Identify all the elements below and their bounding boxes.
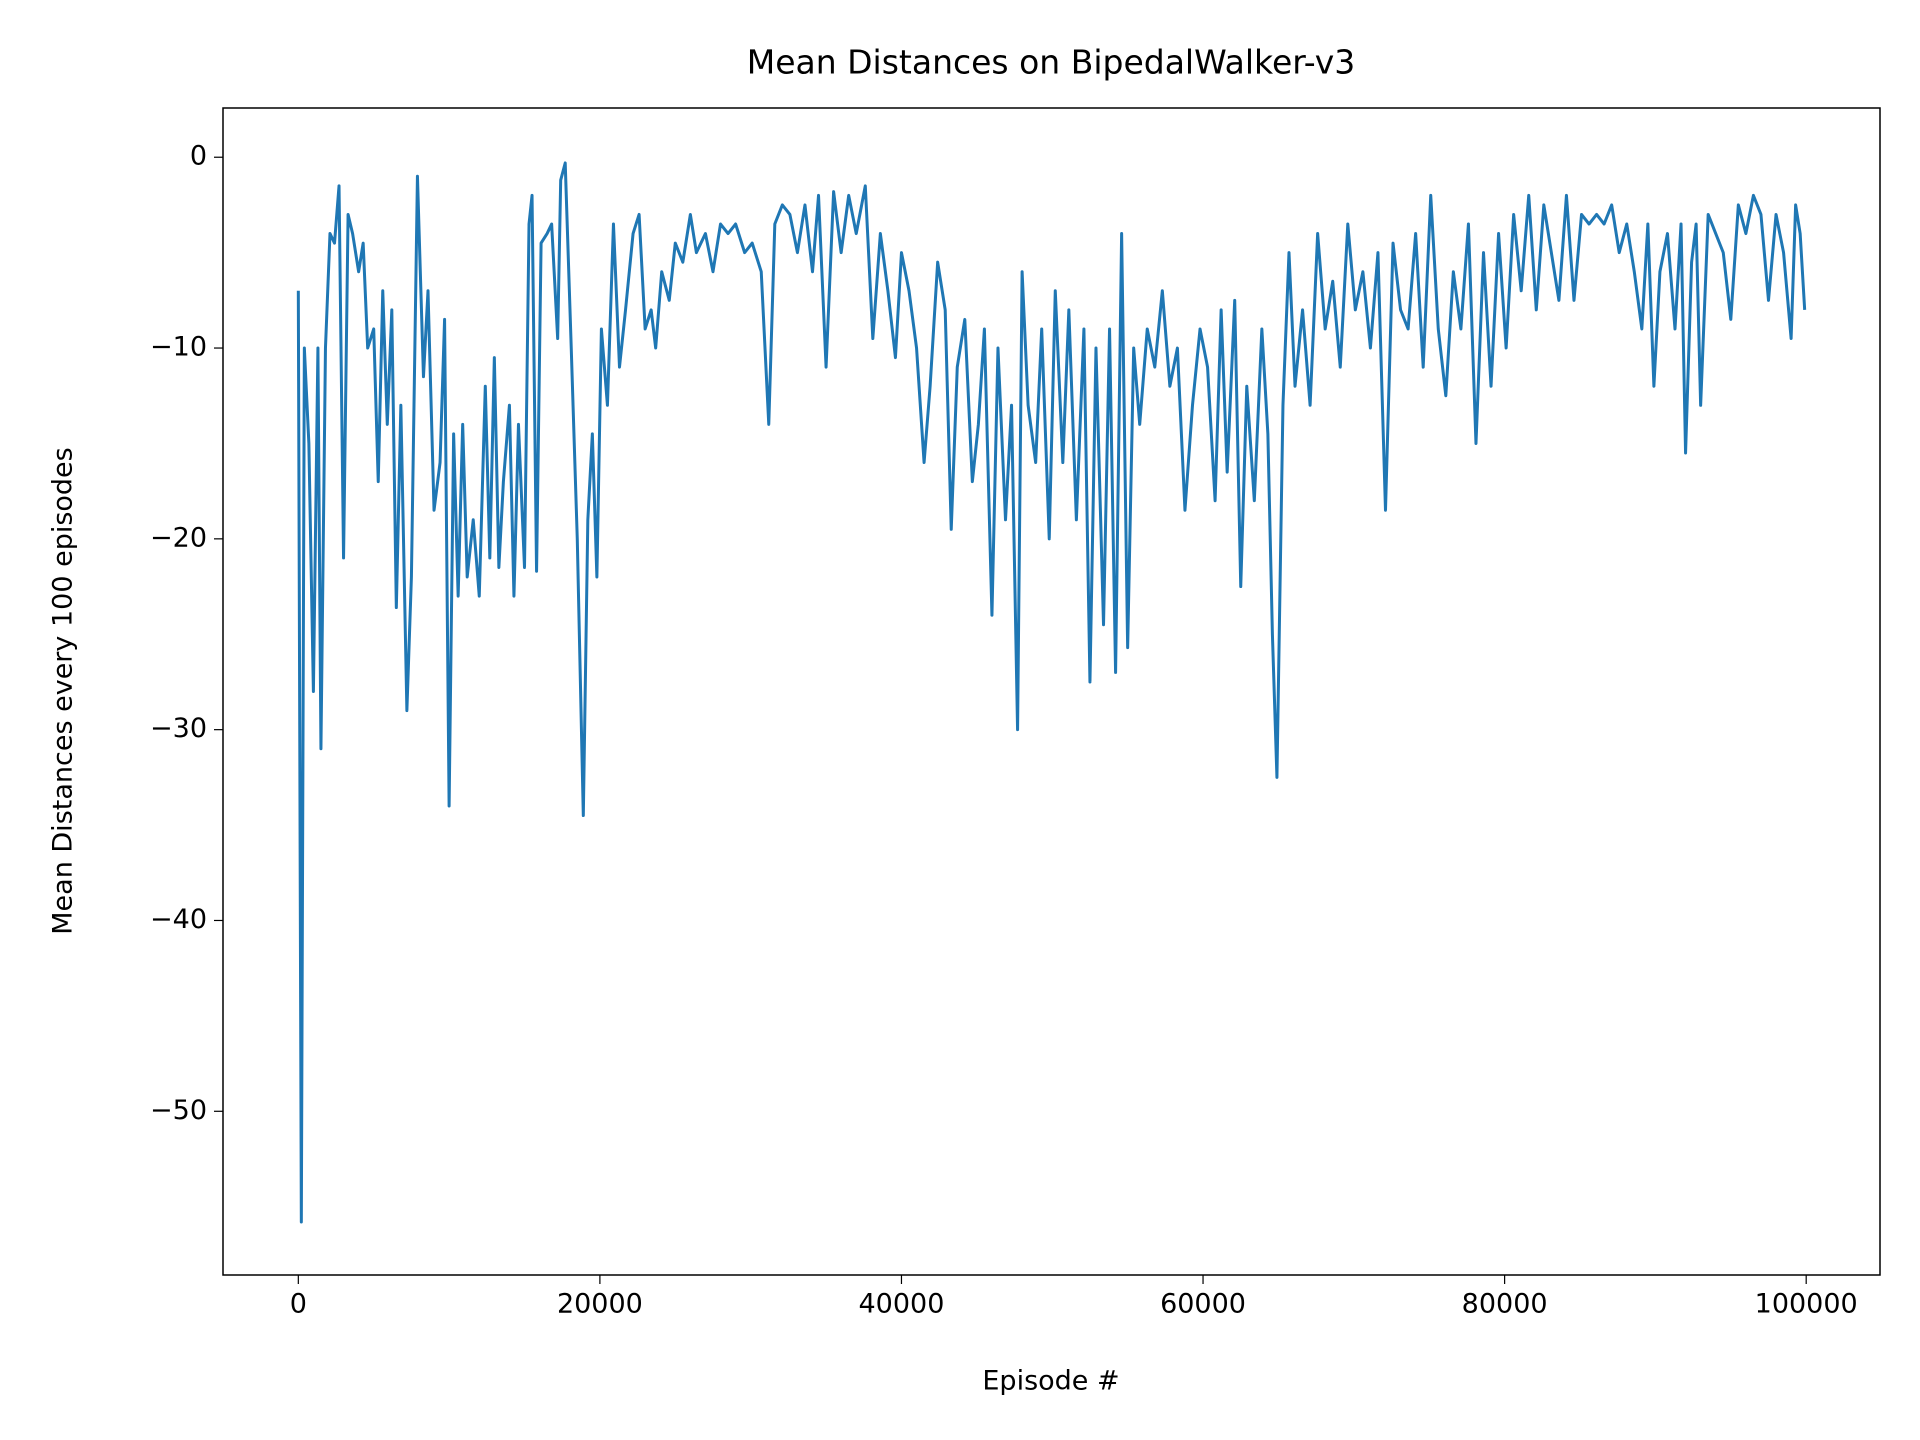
x-tick-label: 100000 xyxy=(1755,1289,1858,1320)
x-tick-label: 40000 xyxy=(859,1289,945,1320)
y-tick-label: −40 xyxy=(150,904,207,935)
plot-frame xyxy=(222,107,1881,1276)
y-tick-label: −30 xyxy=(150,713,207,744)
data-line xyxy=(296,161,1807,1224)
x-tick-label: 0 xyxy=(290,1289,307,1320)
x-tick-label: 60000 xyxy=(1160,1289,1246,1320)
x-tick-label: 80000 xyxy=(1462,1289,1548,1320)
y-tick-label: −50 xyxy=(150,1095,207,1126)
x-axis-label: Episode # xyxy=(982,1366,1119,1397)
y-axis-label: Mean Distances every 100 episodes xyxy=(48,447,79,935)
x-tick-label: 20000 xyxy=(557,1289,643,1320)
y-tick-label: −10 xyxy=(150,332,207,363)
chart-title: Mean Distances on BipedalWalker-v3 xyxy=(747,43,1356,82)
y-tick-label: 0 xyxy=(190,141,207,172)
y-tick-label: −20 xyxy=(150,522,207,553)
